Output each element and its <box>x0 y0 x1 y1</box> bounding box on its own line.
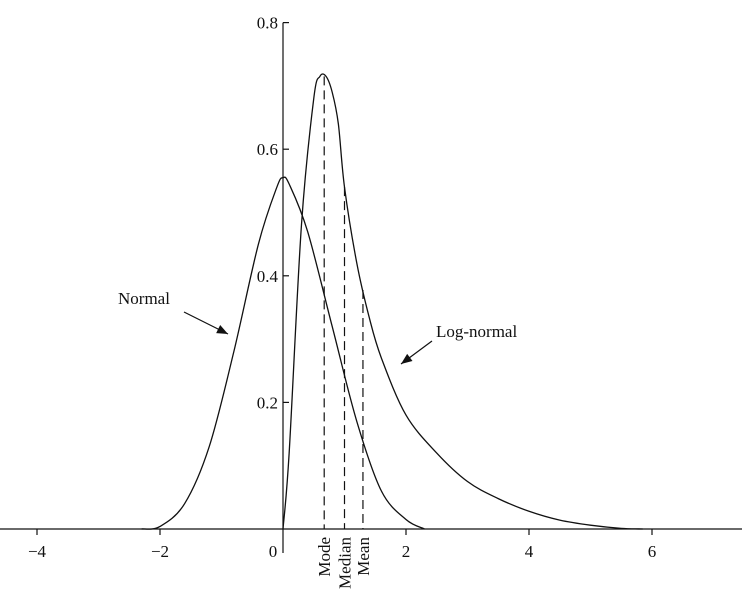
log-normal-annotation: Log-normal <box>436 322 517 341</box>
y-ticks: 0.2 0.4 0.6 0.8 <box>257 14 289 412</box>
mean-label: Mean <box>354 537 373 576</box>
y-tick-label: 0.8 <box>257 14 278 33</box>
y-tick-label: 0.2 <box>257 393 278 412</box>
log-normal-curve <box>282 73 643 530</box>
normal-arrow <box>183 311 229 335</box>
mode-label: Mode <box>315 537 334 577</box>
y-tick-label: 0.4 <box>257 267 279 286</box>
x-tick-label: 2 <box>402 542 411 561</box>
x-tick-label: 0 <box>269 542 278 561</box>
axes <box>0 22 742 553</box>
series-layer <box>141 73 643 530</box>
x-ticks: −4 −2 0 2 4 6 <box>28 529 656 561</box>
x-tick-label: 6 <box>648 542 657 561</box>
markers: Mode Median Mean <box>315 76 373 589</box>
y-tick-label: 0.6 <box>257 140 278 159</box>
normal-curve <box>141 176 425 530</box>
median-label: Median <box>336 537 355 589</box>
normal-annotation: Normal <box>118 289 170 308</box>
x-tick-label: −2 <box>151 542 169 561</box>
x-tick-label: −4 <box>28 542 47 561</box>
log-normal-arrow <box>400 340 433 365</box>
annotations: Normal Log-normal <box>118 289 517 365</box>
x-tick-label: 4 <box>525 542 534 561</box>
